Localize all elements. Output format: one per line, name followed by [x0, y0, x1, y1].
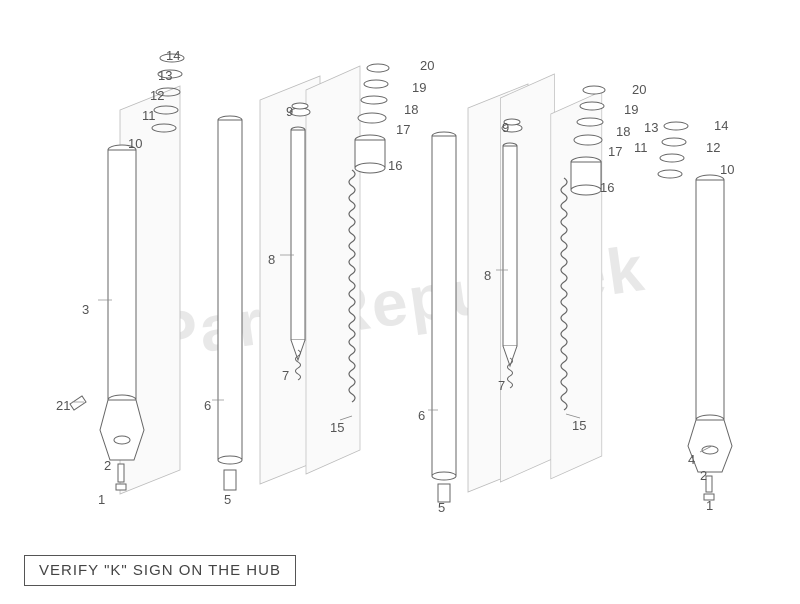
callout-8: 8: [484, 268, 491, 283]
part-rings-10-14-r: [658, 122, 688, 178]
callout-10: 10: [720, 162, 734, 177]
parts-diagram-svg: [0, 0, 800, 604]
callout-9: 9: [286, 104, 293, 119]
right-assembly: [432, 74, 732, 502]
callout-19: 19: [412, 80, 426, 95]
callout-11: 11: [142, 108, 156, 123]
callout-2: 2: [104, 458, 111, 473]
callout-14: 14: [714, 118, 728, 133]
part-8-rod: [291, 127, 305, 360]
callout-16: 16: [600, 180, 614, 195]
part-5-bushing: [224, 470, 236, 490]
callout-18: 18: [616, 124, 630, 139]
part-21: [70, 396, 86, 410]
callout-9: 9: [502, 120, 509, 135]
callout-19: 19: [624, 102, 638, 117]
diagram-container: PartsRepubliek: [0, 0, 800, 604]
callout-2: 2: [700, 468, 707, 483]
callout-3: 3: [82, 302, 89, 317]
callout-4: 4: [688, 452, 695, 467]
callout-13: 13: [644, 120, 658, 135]
part-4-fork-leg: [688, 175, 732, 472]
callout-20: 20: [632, 82, 646, 97]
callout-6: 6: [418, 408, 425, 423]
callout-1: 1: [98, 492, 105, 507]
callout-6: 6: [204, 398, 211, 413]
callout-21: 21: [56, 398, 70, 413]
callout-10: 10: [128, 136, 142, 151]
callout-12: 12: [150, 88, 164, 103]
callout-1: 1: [706, 498, 713, 513]
callout-15: 15: [572, 418, 586, 433]
callout-15: 15: [330, 420, 344, 435]
part-8-rod-r: [503, 143, 517, 366]
callout-16: 16: [388, 158, 402, 173]
part-6-tube: [218, 116, 242, 464]
callout-20: 20: [420, 58, 434, 73]
callout-18: 18: [404, 102, 418, 117]
verify-note: VERIFY "K" SIGN ON THE HUB: [24, 555, 296, 586]
callout-8: 8: [268, 252, 275, 267]
callout-17: 17: [608, 144, 622, 159]
callout-12: 12: [706, 140, 720, 155]
callout-5: 5: [438, 500, 445, 515]
callout-7: 7: [498, 378, 505, 393]
callout-7: 7: [282, 368, 289, 383]
part-6-tube-r: [432, 132, 456, 480]
callout-13: 13: [158, 68, 172, 83]
part-1-2-screws: [116, 464, 126, 490]
callout-5: 5: [224, 492, 231, 507]
callout-14: 14: [166, 48, 180, 63]
callout-17: 17: [396, 122, 410, 137]
callout-11: 11: [634, 140, 648, 155]
